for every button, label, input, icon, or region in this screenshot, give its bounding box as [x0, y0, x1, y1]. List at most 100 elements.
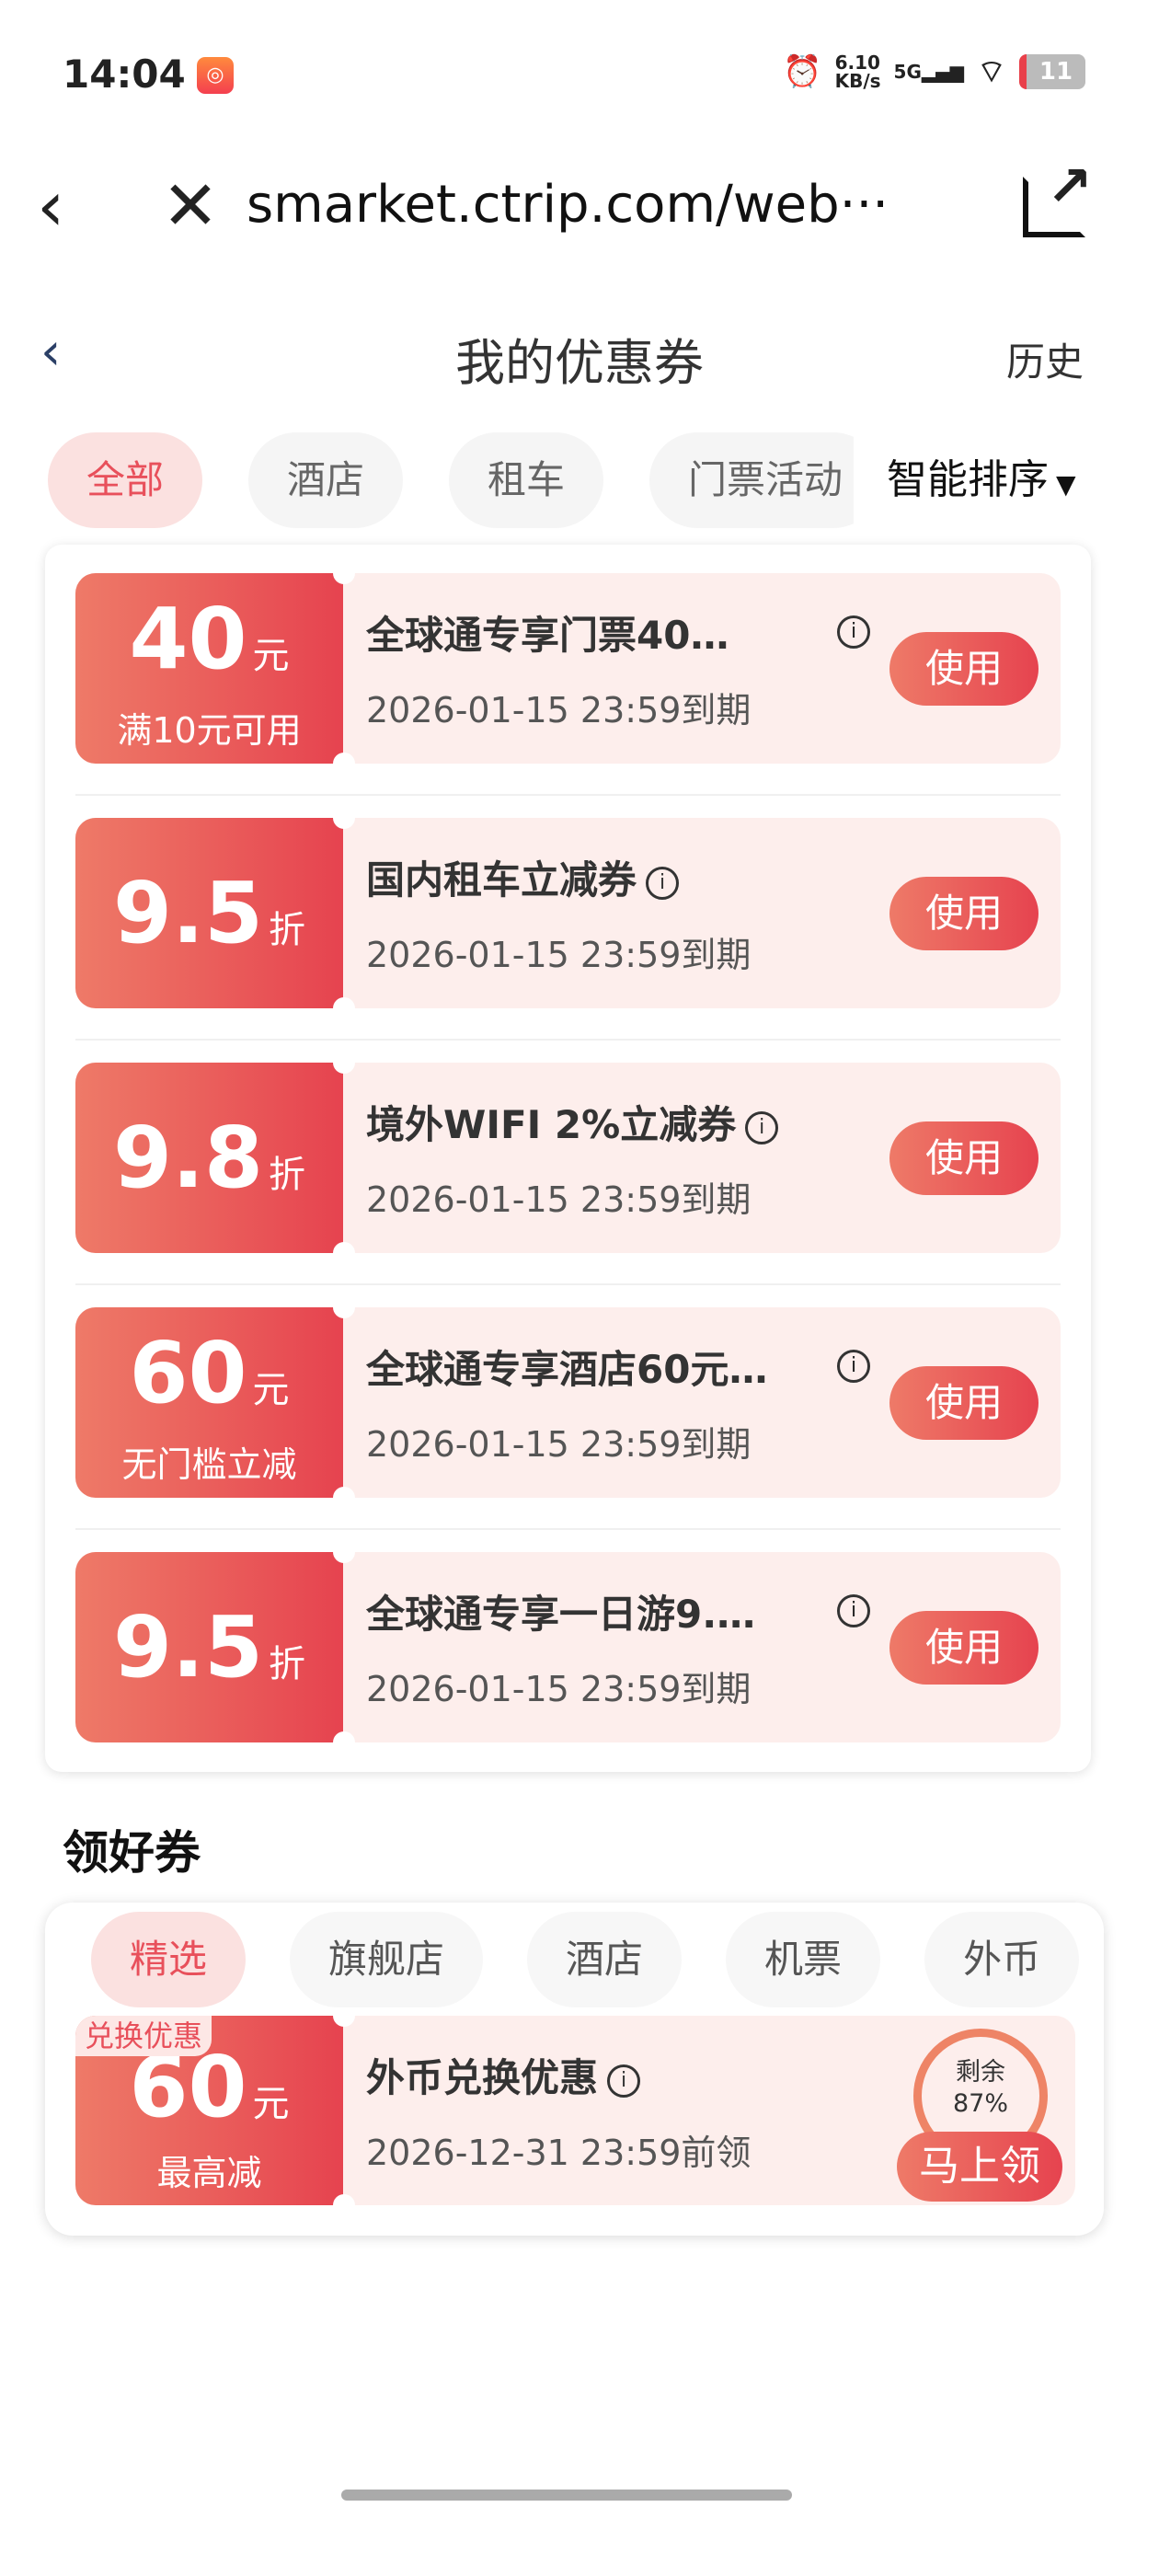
coupon-condition: 无门槛立减	[121, 1444, 297, 1485]
title-text: 外币兑换优惠	[366, 2055, 599, 2100]
coupon-expiry: 2026-01-15 23:59到期	[366, 1669, 752, 1709]
coupon-tag: 兑换优惠	[75, 2016, 212, 2056]
title-text: 国内租车立减券	[366, 857, 637, 903]
coupon-expiry: 2026-01-15 23:59到期	[366, 1424, 752, 1465]
coupon-amount: 60 元	[75, 2041, 343, 2150]
coupon-amount: 40 元	[75, 593, 343, 702]
coupon-expiry: 2026-01-15 23:59到期	[366, 690, 752, 730]
coupon-amount: 9.8 折	[75, 1112, 343, 1221]
share-icon[interactable]	[1023, 155, 1093, 237]
sort-label: 智能排序	[887, 456, 1049, 503]
back-icon[interactable]: ‹	[40, 322, 62, 382]
notch	[333, 2194, 355, 2205]
use-button[interactable]: 使用	[889, 1611, 1039, 1685]
remaining-value: 87%	[952, 2089, 1008, 2118]
history-link[interactable]: 历史	[1005, 339, 1084, 385]
net-speed-unit: KB/s	[834, 69, 881, 92]
close-icon[interactable]: ✕	[162, 167, 220, 246]
coupon-title: 国内租车立减券 i	[366, 849, 680, 905]
info-icon[interactable]: i	[646, 866, 680, 900]
info-icon[interactable]: i	[837, 1594, 870, 1627]
sort-dropdown[interactable]: 智能排序 ▼	[854, 432, 1076, 528]
use-button[interactable]: 使用	[889, 1366, 1039, 1440]
coupon-expiry: 2026-12-31 23:59前领	[366, 2133, 752, 2173]
info-icon[interactable]: i	[837, 1350, 870, 1383]
battery-icon: 11	[1019, 53, 1085, 89]
amount-unit: 折	[268, 1154, 305, 1196]
coupon-amount: 9.5 折	[75, 1602, 343, 1710]
amount-unit: 元	[252, 1369, 290, 1411]
amount-unit: 元	[252, 635, 290, 677]
good-coupon-tabs: 精选 旗舰店 酒店 机票 外币	[91, 1912, 1080, 2007]
coupon-title: 全球通专享门票40…	[366, 604, 729, 661]
coupon-value: 9.8 折	[75, 1063, 343, 1253]
amount-value: 9.5	[113, 864, 263, 962]
notch	[333, 818, 355, 829]
remaining-label: 剩余	[956, 2058, 1005, 2087]
coupon-card: 9.5 折 全球通专享一日游9.… i 2026-01-15 23:59到期 使用	[75, 1552, 1061, 1742]
coupon-title: 外币兑换优惠 i	[366, 2047, 641, 2103]
notch	[333, 997, 355, 1008]
tab-featured[interactable]: 精选	[91, 1912, 247, 2007]
notch	[333, 1731, 355, 1742]
net-speed-value: 6.10	[834, 51, 880, 74]
info-icon[interactable]: i	[607, 2064, 641, 2098]
title-text: 境外WIFI 2%立减券	[366, 1102, 737, 1147]
coupon-amount: 60 元	[75, 1328, 343, 1436]
coupon-title: 境外WIFI 2%立减券 i	[366, 1094, 779, 1150]
coupon-card: 60 元 无门槛立减 全球通专享酒店60元… i 2026-01-15 23:59…	[75, 1307, 1061, 1498]
coupon-value: 60 元 最高减 兑换优惠	[75, 2016, 343, 2205]
title-text: 全球通专享酒店60元…	[366, 1347, 768, 1392]
coupon-amount: 9.5 折	[75, 868, 343, 976]
amount-value: 60	[129, 1324, 247, 1422]
info-icon[interactable]: i	[837, 615, 870, 649]
amount-unit: 折	[268, 909, 305, 951]
claim-button[interactable]: 马上领	[897, 2132, 1062, 2202]
status-time: 14:04	[63, 52, 186, 97]
title-text: 全球通专享一日游9.…	[366, 1592, 756, 1637]
tab-all[interactable]: 全部	[48, 432, 203, 528]
coupon-list: 40 元 满10元可用 全球通专享门票40… i 2026-01-15 23:59…	[45, 545, 1091, 1772]
divider	[75, 1283, 1061, 1285]
amount-unit: 折	[268, 1643, 305, 1685]
amount-value: 9.5	[113, 1598, 263, 1696]
coupon-value: 60 元 无门槛立减	[75, 1307, 343, 1498]
divider	[75, 794, 1061, 796]
url-text[interactable]: smarket.ctrip.com/web···	[247, 175, 889, 235]
tab-car-rental[interactable]: 租车	[449, 432, 604, 528]
coupon-card: 60 元 最高减 兑换优惠 外币兑换优惠 i 2026-12-31 23:59前领 …	[75, 2016, 1075, 2205]
wifi-icon: ⌔	[977, 53, 1006, 90]
notch	[333, 1242, 355, 1253]
use-button[interactable]: 使用	[889, 877, 1039, 950]
coupon-value: 40 元 满10元可用	[75, 573, 343, 764]
info-icon[interactable]: i	[745, 1110, 779, 1144]
amount-value: 60	[129, 2038, 247, 2136]
tab-hotel[interactable]: 酒店	[248, 432, 404, 528]
category-tabs: 全部 酒店 租车 门票活动	[48, 432, 882, 528]
alarm-icon: ⏰	[783, 52, 822, 90]
good-coupons-card: 精选 旗舰店 酒店 机票 外币 60 元 最高减 兑换优惠 外币兑换优惠 i 202…	[45, 1903, 1104, 2236]
notch	[333, 1063, 355, 1074]
notch	[333, 1307, 355, 1318]
tab-tickets[interactable]: 门票活动	[649, 432, 882, 528]
coupon-card: 40 元 满10元可用 全球通专享门票40… i 2026-01-15 23:59…	[75, 573, 1061, 764]
tab-currency[interactable]: 外币	[924, 1912, 1080, 2007]
browser-back-button[interactable]: ‹	[37, 165, 65, 247]
tab-flights[interactable]: 机票	[726, 1912, 881, 2007]
title-text: 全球通专享门票40…	[366, 613, 729, 658]
page-title: 我的优惠券	[455, 334, 704, 392]
notch	[333, 1552, 355, 1563]
tab-hotel[interactable]: 酒店	[527, 1912, 683, 2007]
coupon-expiry: 2026-01-15 23:59到期	[366, 1179, 752, 1220]
status-icons: ⏰ 6.10 KB/s 5G▂▄▆ ⌔ 11	[783, 52, 1085, 91]
coupon-value: 9.5 折	[75, 818, 343, 1008]
tab-flagship[interactable]: 旗舰店	[290, 1912, 484, 2007]
use-button[interactable]: 使用	[889, 632, 1039, 706]
amount-value: 40	[129, 590, 247, 688]
home-indicator[interactable]	[341, 2490, 792, 2501]
use-button[interactable]: 使用	[889, 1121, 1039, 1195]
notch	[333, 573, 355, 584]
notch	[333, 2016, 355, 2027]
divider	[75, 1039, 1061, 1041]
coupon-condition: 满10元可用	[117, 710, 302, 751]
